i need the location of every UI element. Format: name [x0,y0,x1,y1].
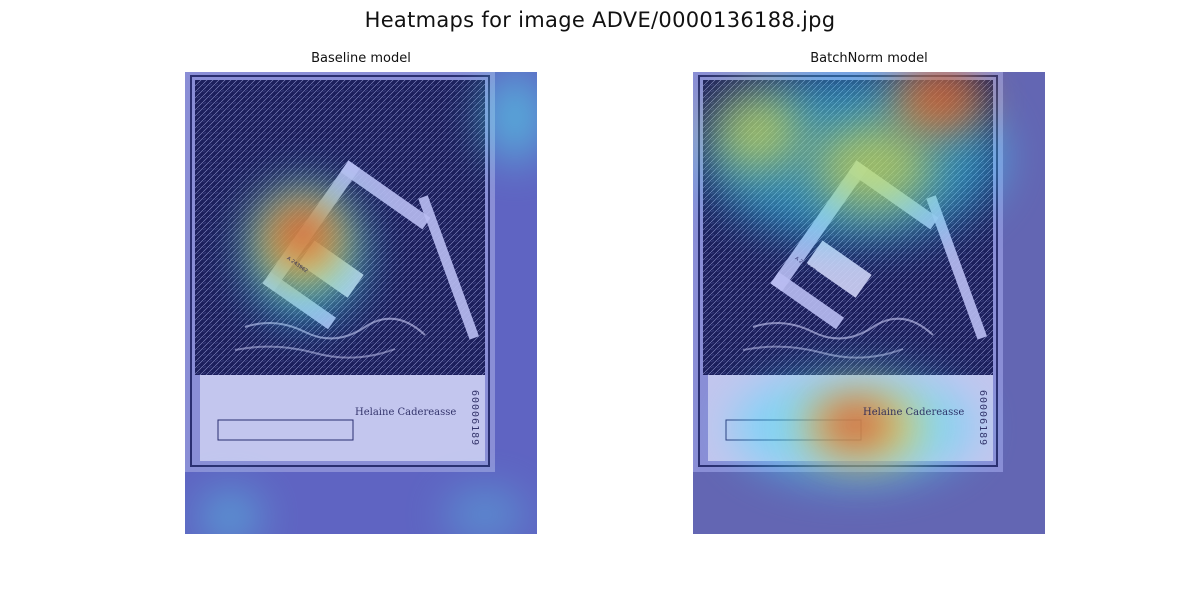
baseline-heatmap-image: Helaine Cadereasse A 243962 60006189 [185,72,537,534]
batchnorm-heatmap-image: Helaine Cadereasse A 243962 60006189 [693,72,1045,534]
batchnorm-panel-title: BatchNorm model [810,51,928,66]
baseline-signature-text: Helaine Cadereasse [355,407,457,418]
baseline-heat-overlay [185,72,537,534]
baseline-panel: Baseline model [185,50,537,534]
batchnorm-heat-overlay [693,72,1045,534]
batchnorm-signature-text: Helaine Cadereasse [863,407,965,418]
baseline-serial-number: 60006189 [469,390,480,447]
batchnorm-serial-number: 60006189 [977,390,988,447]
baseline-panel-title: Baseline model [311,51,411,66]
batchnorm-panel: BatchNorm model [693,50,1045,534]
figure-title: Heatmaps for image ADVE/0000136188.jpg [364,8,836,32]
